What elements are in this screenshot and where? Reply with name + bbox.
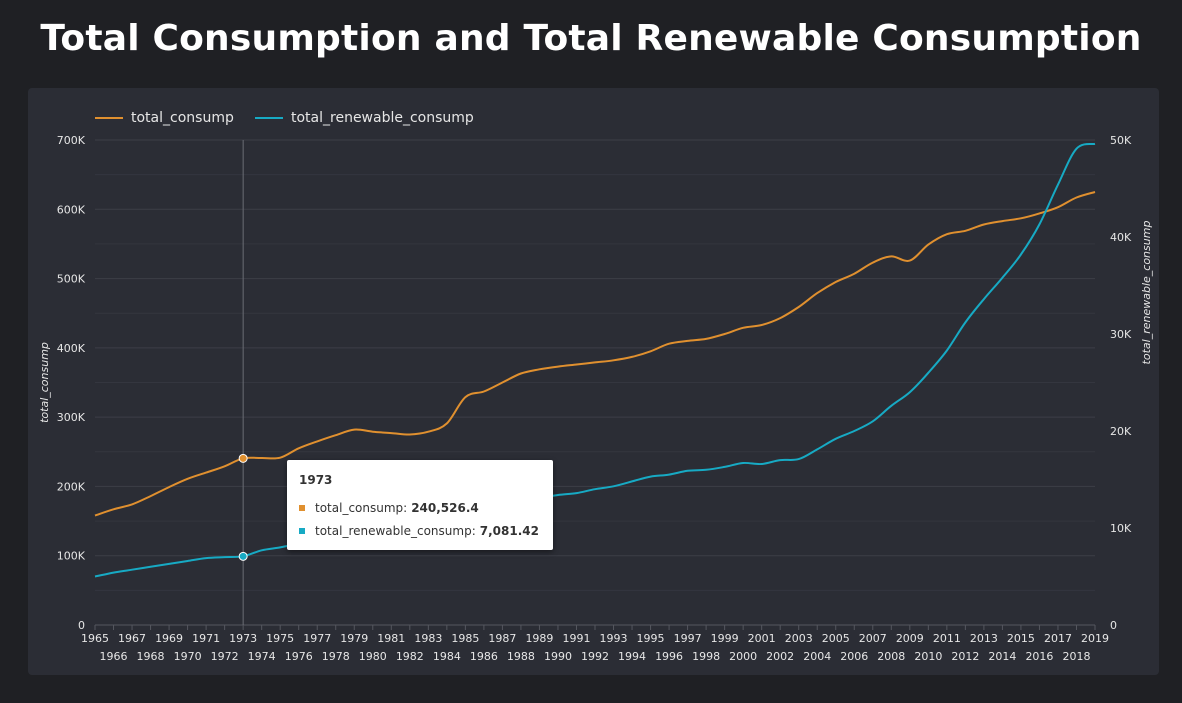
- x-tick-label: 2004: [803, 650, 831, 663]
- x-tick-label: 2002: [766, 650, 794, 663]
- tooltip-value-total-consump: 240,526.4: [411, 501, 479, 515]
- x-tick-label: 2014: [988, 650, 1016, 663]
- x-tick-label: 2009: [896, 632, 924, 645]
- chart-tooltip: 1973 total_consump: 240,526.4 total_rene…: [287, 460, 553, 550]
- y-tick-label: 600K: [57, 203, 86, 216]
- y-tick-label: 100K: [57, 550, 86, 563]
- x-tick-label: 1981: [377, 632, 405, 645]
- y2-tick-label: 50K: [1110, 134, 1132, 147]
- y-tick-label: 500K: [57, 273, 86, 286]
- x-tick-label: 2010: [914, 650, 942, 663]
- tooltip-row-total-renewable-consump: total_renewable_consump: 7,081.42: [299, 524, 539, 538]
- x-tick-label: 1996: [655, 650, 683, 663]
- x-tick-label: 2003: [785, 632, 813, 645]
- tooltip-label-total-consump: total_consump:: [315, 501, 408, 515]
- page-title: Total Consumption and Total Renewable Co…: [40, 18, 1142, 59]
- x-tick-label: 1983: [414, 632, 442, 645]
- x-tick-label: 2000: [729, 650, 757, 663]
- y-tick-label: 0: [78, 619, 85, 632]
- y-tick-label: 400K: [57, 342, 86, 355]
- y-tick-label: 300K: [57, 411, 86, 424]
- x-tick-label: 2012: [951, 650, 979, 663]
- y-tick-label: 700K: [57, 134, 86, 147]
- y2-axis-title: total_renewable_consump: [1140, 221, 1153, 365]
- x-tick-label: 1973: [229, 632, 257, 645]
- y-axis-title: total_consump: [38, 342, 51, 423]
- x-tick-label: 1967: [118, 632, 146, 645]
- x-tick-label: 2016: [1025, 650, 1053, 663]
- y2-tick-label: 40K: [1110, 231, 1132, 244]
- x-tick-label: 1979: [340, 632, 368, 645]
- x-tick-label: 1972: [211, 650, 239, 663]
- x-tick-label: 2006: [840, 650, 868, 663]
- x-tick-label: 2019: [1081, 632, 1109, 645]
- x-tick-label: 1999: [711, 632, 739, 645]
- x-tick-label: 1977: [303, 632, 331, 645]
- x-tick-label: 1982: [396, 650, 424, 663]
- x-tick-label: 1993: [600, 632, 628, 645]
- y2-tick-label: 20K: [1110, 425, 1132, 438]
- x-tick-label: 2008: [877, 650, 905, 663]
- x-tick-label: 2017: [1044, 632, 1072, 645]
- legend-item-total-renewable-consump[interactable]: total_renewable_consump: [255, 109, 474, 127]
- x-tick-label: 1976: [285, 650, 313, 663]
- x-tick-label: 1991: [562, 632, 590, 645]
- y2-tick-label: 0: [1110, 619, 1117, 632]
- x-tick-label: 1975: [266, 632, 294, 645]
- x-tick-label: 1965: [81, 632, 109, 645]
- highlight-point-total-renewable-consump[interactable]: [238, 551, 248, 561]
- legend-label-total-renewable-consump: total_renewable_consump: [291, 110, 474, 126]
- legend-item-total-consump[interactable]: total_consump: [95, 109, 234, 127]
- x-tick-label: 1995: [637, 632, 665, 645]
- highlight-point-total-consump[interactable]: [238, 453, 248, 463]
- legend-label-total-consump: total_consump: [131, 110, 234, 126]
- x-tick-label: 2007: [859, 632, 887, 645]
- x-tick-label: 2011: [933, 632, 961, 645]
- legend-swatch-total-consump: [95, 117, 123, 119]
- x-tick-label: 2001: [748, 632, 776, 645]
- x-tick-label: 1997: [674, 632, 702, 645]
- tooltip-year: 1973: [299, 473, 333, 487]
- x-tick-label: 1974: [248, 650, 276, 663]
- x-tick-label: 1989: [525, 632, 553, 645]
- x-tick-label: 1988: [507, 650, 535, 663]
- legend-swatch-total-renewable-consump: [255, 117, 283, 119]
- x-tick-label: 1992: [581, 650, 609, 663]
- x-tick-label: 1980: [359, 650, 387, 663]
- x-tick-label: 1998: [692, 650, 720, 663]
- tooltip-label-total-renewable-consump: total_renewable_consump:: [315, 524, 476, 538]
- y2-tick-label: 10K: [1110, 522, 1132, 535]
- y-tick-label: 200K: [57, 480, 86, 493]
- x-tick-label: 1987: [488, 632, 516, 645]
- x-tick-label: 1994: [618, 650, 646, 663]
- x-tick-label: 2013: [970, 632, 998, 645]
- x-tick-label: 1986: [470, 650, 498, 663]
- series-line-total-renewable-consump[interactable]: [94, 142, 1096, 578]
- tooltip-dot-total-renewable-consump: [299, 528, 305, 534]
- x-tick-label: 1984: [433, 650, 461, 663]
- y2-tick-label: 30K: [1110, 328, 1132, 341]
- x-tick-label: 2018: [1062, 650, 1090, 663]
- x-tick-label: 2005: [822, 632, 850, 645]
- x-tick-label: 1978: [322, 650, 350, 663]
- series-line-total-consump[interactable]: [94, 191, 1096, 517]
- tooltip-row-total-consump: total_consump: 240,526.4: [299, 501, 479, 515]
- tooltip-dot-total-consump: [299, 505, 305, 511]
- x-tick-label: 1971: [192, 632, 220, 645]
- x-tick-label: 1985: [451, 632, 479, 645]
- tooltip-value-total-renewable-consump: 7,081.42: [479, 524, 539, 538]
- x-tick-label: 1969: [155, 632, 183, 645]
- x-tick-label: 1990: [544, 650, 572, 663]
- x-tick-label: 1968: [137, 650, 165, 663]
- x-tick-label: 1970: [174, 650, 202, 663]
- chart-panel: [28, 88, 1159, 675]
- x-tick-label: 1966: [100, 650, 128, 663]
- x-tick-label: 2015: [1007, 632, 1035, 645]
